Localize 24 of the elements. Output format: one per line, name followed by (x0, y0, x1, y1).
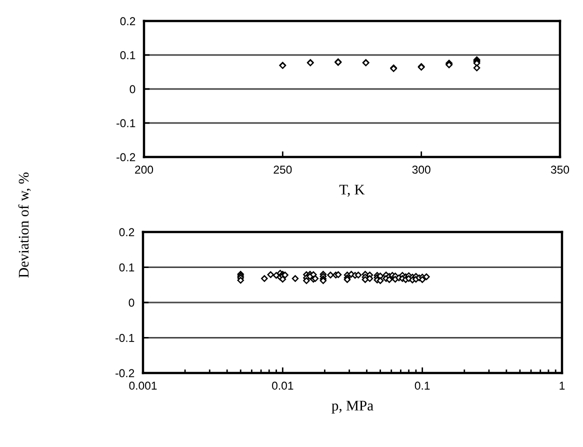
x-tick-label: 0.01 (272, 382, 294, 390)
point (362, 59, 370, 66)
point (307, 59, 314, 66)
y-tick-label: -0.1 (116, 334, 134, 342)
y-tick-label: -0.1 (116, 119, 136, 128)
y-tick-label: 0.1 (120, 51, 136, 60)
x-tick-label: 0.001 (129, 382, 157, 390)
x-tick-label: 1 (560, 382, 565, 390)
y-tick-label: 0.2 (119, 228, 134, 236)
x-tick-label: 200 (135, 166, 154, 174)
x-axis-title: p, MPa (332, 400, 374, 414)
x-tick-label: 350 (550, 166, 570, 174)
y-tick-label: 0 (128, 298, 134, 307)
x-tick-label: 0.1 (414, 382, 430, 390)
y-tick-label: 0.2 (120, 17, 136, 26)
x-tick-label: 300 (412, 166, 430, 174)
y-tick-label: 0 (130, 85, 136, 94)
y-tick-label: -0.2 (116, 369, 134, 378)
x-tick-label: 250 (274, 166, 292, 174)
y-tick-label: 0.1 (119, 263, 134, 272)
y-axis-title: Deviation of w, % (18, 172, 31, 278)
y-tick-label: -0.2 (116, 153, 136, 162)
point (473, 64, 480, 72)
x-axis-title: T, K (339, 184, 365, 197)
